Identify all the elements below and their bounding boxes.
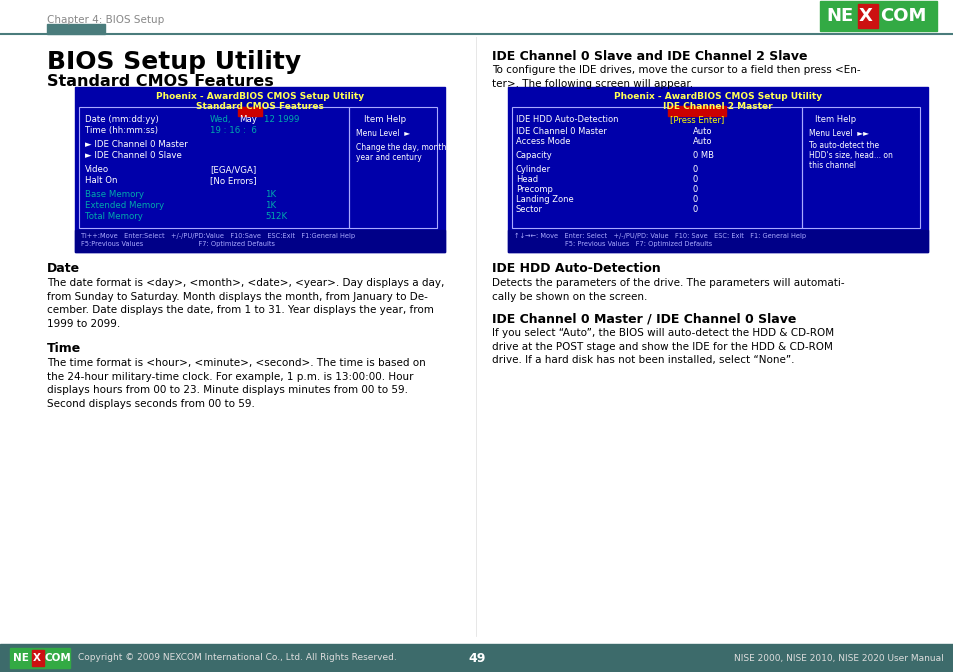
Text: 0: 0	[692, 195, 698, 204]
Text: X: X	[32, 653, 40, 663]
Bar	[0, 644, 953, 672]
Text: Capacity: Capacity	[516, 151, 552, 160]
Text: X: X	[858, 7, 872, 25]
Text: F5:Previous Values                          F7: Optimized Defaults: F5:Previous Values F7: Optimized Default…	[81, 241, 274, 247]
Text: Access Mode: Access Mode	[516, 137, 570, 146]
Bar	[507, 230, 927, 252]
Text: To auto-detect the: To auto-detect the	[808, 141, 879, 150]
Bar	[237, 106, 262, 116]
Bar	[820, 1, 936, 31]
Text: Halt On: Halt On	[85, 176, 117, 185]
Text: 512K: 512K	[265, 212, 287, 221]
Text: 19 : 16 :  6: 19 : 16 : 6	[210, 126, 256, 135]
Text: [Press Enter]: [Press Enter]	[669, 115, 723, 124]
Text: 0: 0	[692, 205, 698, 214]
Text: 12 1999: 12 1999	[264, 115, 299, 124]
Text: Menu Level  ►: Menu Level ►	[355, 129, 410, 138]
Text: 1K: 1K	[265, 190, 275, 199]
Text: F5: Previous Values   F7: Optimized Defaults: F5: Previous Values F7: Optimized Defaul…	[514, 241, 712, 247]
Text: To configure the IDE drives, move the cursor to a field then press <En-
ter>. Th: To configure the IDE drives, move the cu…	[492, 65, 860, 89]
Text: 1K: 1K	[265, 201, 275, 210]
Text: NE: NE	[825, 7, 852, 25]
Text: 49: 49	[468, 651, 485, 665]
Bar	[79, 107, 349, 228]
Text: 0: 0	[692, 185, 698, 194]
Text: year and century: year and century	[355, 153, 421, 162]
Text: COM: COM	[879, 7, 925, 25]
Text: May: May	[239, 115, 256, 124]
Text: Cylinder: Cylinder	[516, 165, 551, 174]
Text: COM: COM	[45, 653, 71, 663]
Bar	[10, 648, 70, 668]
Text: Item Help: Item Help	[814, 115, 855, 124]
Text: The date format is <day>, <month>, <date>, <year>. Day displays a day,
from Sund: The date format is <day>, <month>, <date…	[47, 278, 444, 329]
Text: IDE Channel 0 Master: IDE Channel 0 Master	[516, 127, 606, 136]
Text: HDD's size, head... on: HDD's size, head... on	[808, 151, 892, 160]
Bar	[32, 650, 44, 666]
Text: 0 MB: 0 MB	[692, 151, 713, 160]
Text: The time format is <hour>, <minute>, <second>. The time is based on
the 24-hour : The time format is <hour>, <minute>, <se…	[47, 358, 425, 409]
Text: Time: Time	[47, 342, 81, 355]
Text: NISE 2000, NISE 2010, NISE 2020 User Manual: NISE 2000, NISE 2010, NISE 2020 User Man…	[734, 653, 943, 663]
Bar	[75, 230, 444, 252]
Text: Copyright © 2009 NEXCOM International Co., Ltd. All Rights Reserved.: Copyright © 2009 NEXCOM International Co…	[78, 653, 396, 663]
Text: ► IDE Channel 0 Slave: ► IDE Channel 0 Slave	[85, 151, 182, 160]
Text: IDE HDD Auto-Detection: IDE HDD Auto-Detection	[492, 262, 660, 275]
Bar	[667, 106, 725, 116]
Text: Landing Zone: Landing Zone	[516, 195, 573, 204]
Text: [EGA/VGA]: [EGA/VGA]	[210, 165, 256, 174]
Text: IDE Channel 0 Master / IDE Channel 0 Slave: IDE Channel 0 Master / IDE Channel 0 Sla…	[492, 312, 796, 325]
Text: IDE Channel 2 Master: IDE Channel 2 Master	[662, 102, 772, 111]
Text: Item Help: Item Help	[364, 115, 406, 124]
Text: IDE HDD Auto-Detection: IDE HDD Auto-Detection	[516, 115, 618, 124]
Text: 0: 0	[692, 175, 698, 184]
Text: this channel: this channel	[808, 161, 855, 170]
Text: Precomp: Precomp	[516, 185, 553, 194]
Text: Standard CMOS Features: Standard CMOS Features	[47, 74, 274, 89]
Text: Date: Date	[47, 262, 80, 275]
Text: Wed,: Wed,	[210, 115, 232, 124]
Text: Extended Memory: Extended Memory	[85, 201, 164, 210]
Text: 0: 0	[692, 165, 698, 174]
Text: Auto: Auto	[692, 127, 712, 136]
Text: Video: Video	[85, 165, 109, 174]
Text: Ti++:Move   Enter:Select   +/-/PU/PD:Value   F10:Save   ESC:Exit   F1:General He: Ti++:Move Enter:Select +/-/PU/PD:Value F…	[81, 233, 355, 239]
Text: Change the day, month,: Change the day, month,	[355, 143, 448, 152]
Text: ► IDE Channel 0 Master: ► IDE Channel 0 Master	[85, 140, 188, 149]
Text: Chapter 4: BIOS Setup: Chapter 4: BIOS Setup	[47, 15, 164, 25]
Text: Auto: Auto	[692, 137, 712, 146]
Text: ↑↓→←: Move   Enter: Select   +/-/PU/PD: Value   F10: Save   ESC: Exit   F1: Gene: ↑↓→←: Move Enter: Select +/-/PU/PD: Valu…	[514, 233, 805, 239]
Text: Standard CMOS Features: Standard CMOS Features	[196, 102, 324, 111]
Text: [No Errors]: [No Errors]	[210, 176, 256, 185]
Text: Total Memory: Total Memory	[85, 212, 143, 221]
Text: Menu Level  ►►: Menu Level ►►	[808, 129, 868, 138]
Text: Head: Head	[516, 175, 537, 184]
Text: BIOS Setup Utility: BIOS Setup Utility	[47, 50, 301, 74]
Bar	[507, 87, 927, 252]
Bar	[512, 107, 801, 228]
Text: Sector: Sector	[516, 205, 542, 214]
Text: Base Memory: Base Memory	[85, 190, 144, 199]
Text: If you select “Auto”, the BIOS will auto-detect the HDD & CD-ROM
drive at the PO: If you select “Auto”, the BIOS will auto…	[492, 328, 833, 365]
Text: Phoenix - AwardBIOS CMOS Setup Utility: Phoenix - AwardBIOS CMOS Setup Utility	[614, 92, 821, 101]
Text: Phoenix - AwardBIOS CMOS Setup Utility: Phoenix - AwardBIOS CMOS Setup Utility	[155, 92, 364, 101]
Bar	[75, 87, 444, 252]
Text: Detects the parameters of the drive. The parameters will automati-
cally be show: Detects the parameters of the drive. The…	[492, 278, 843, 302]
Bar	[47, 24, 105, 34]
Text: Time (hh:mm:ss): Time (hh:mm:ss)	[85, 126, 158, 135]
Bar	[801, 107, 919, 228]
Text: Date (mm:dd:yy): Date (mm:dd:yy)	[85, 115, 158, 124]
Bar	[857, 4, 877, 28]
Text: IDE Channel 0 Slave and IDE Channel 2 Slave: IDE Channel 0 Slave and IDE Channel 2 Sl…	[492, 50, 806, 63]
Bar	[349, 107, 436, 228]
Text: NE: NE	[13, 653, 29, 663]
